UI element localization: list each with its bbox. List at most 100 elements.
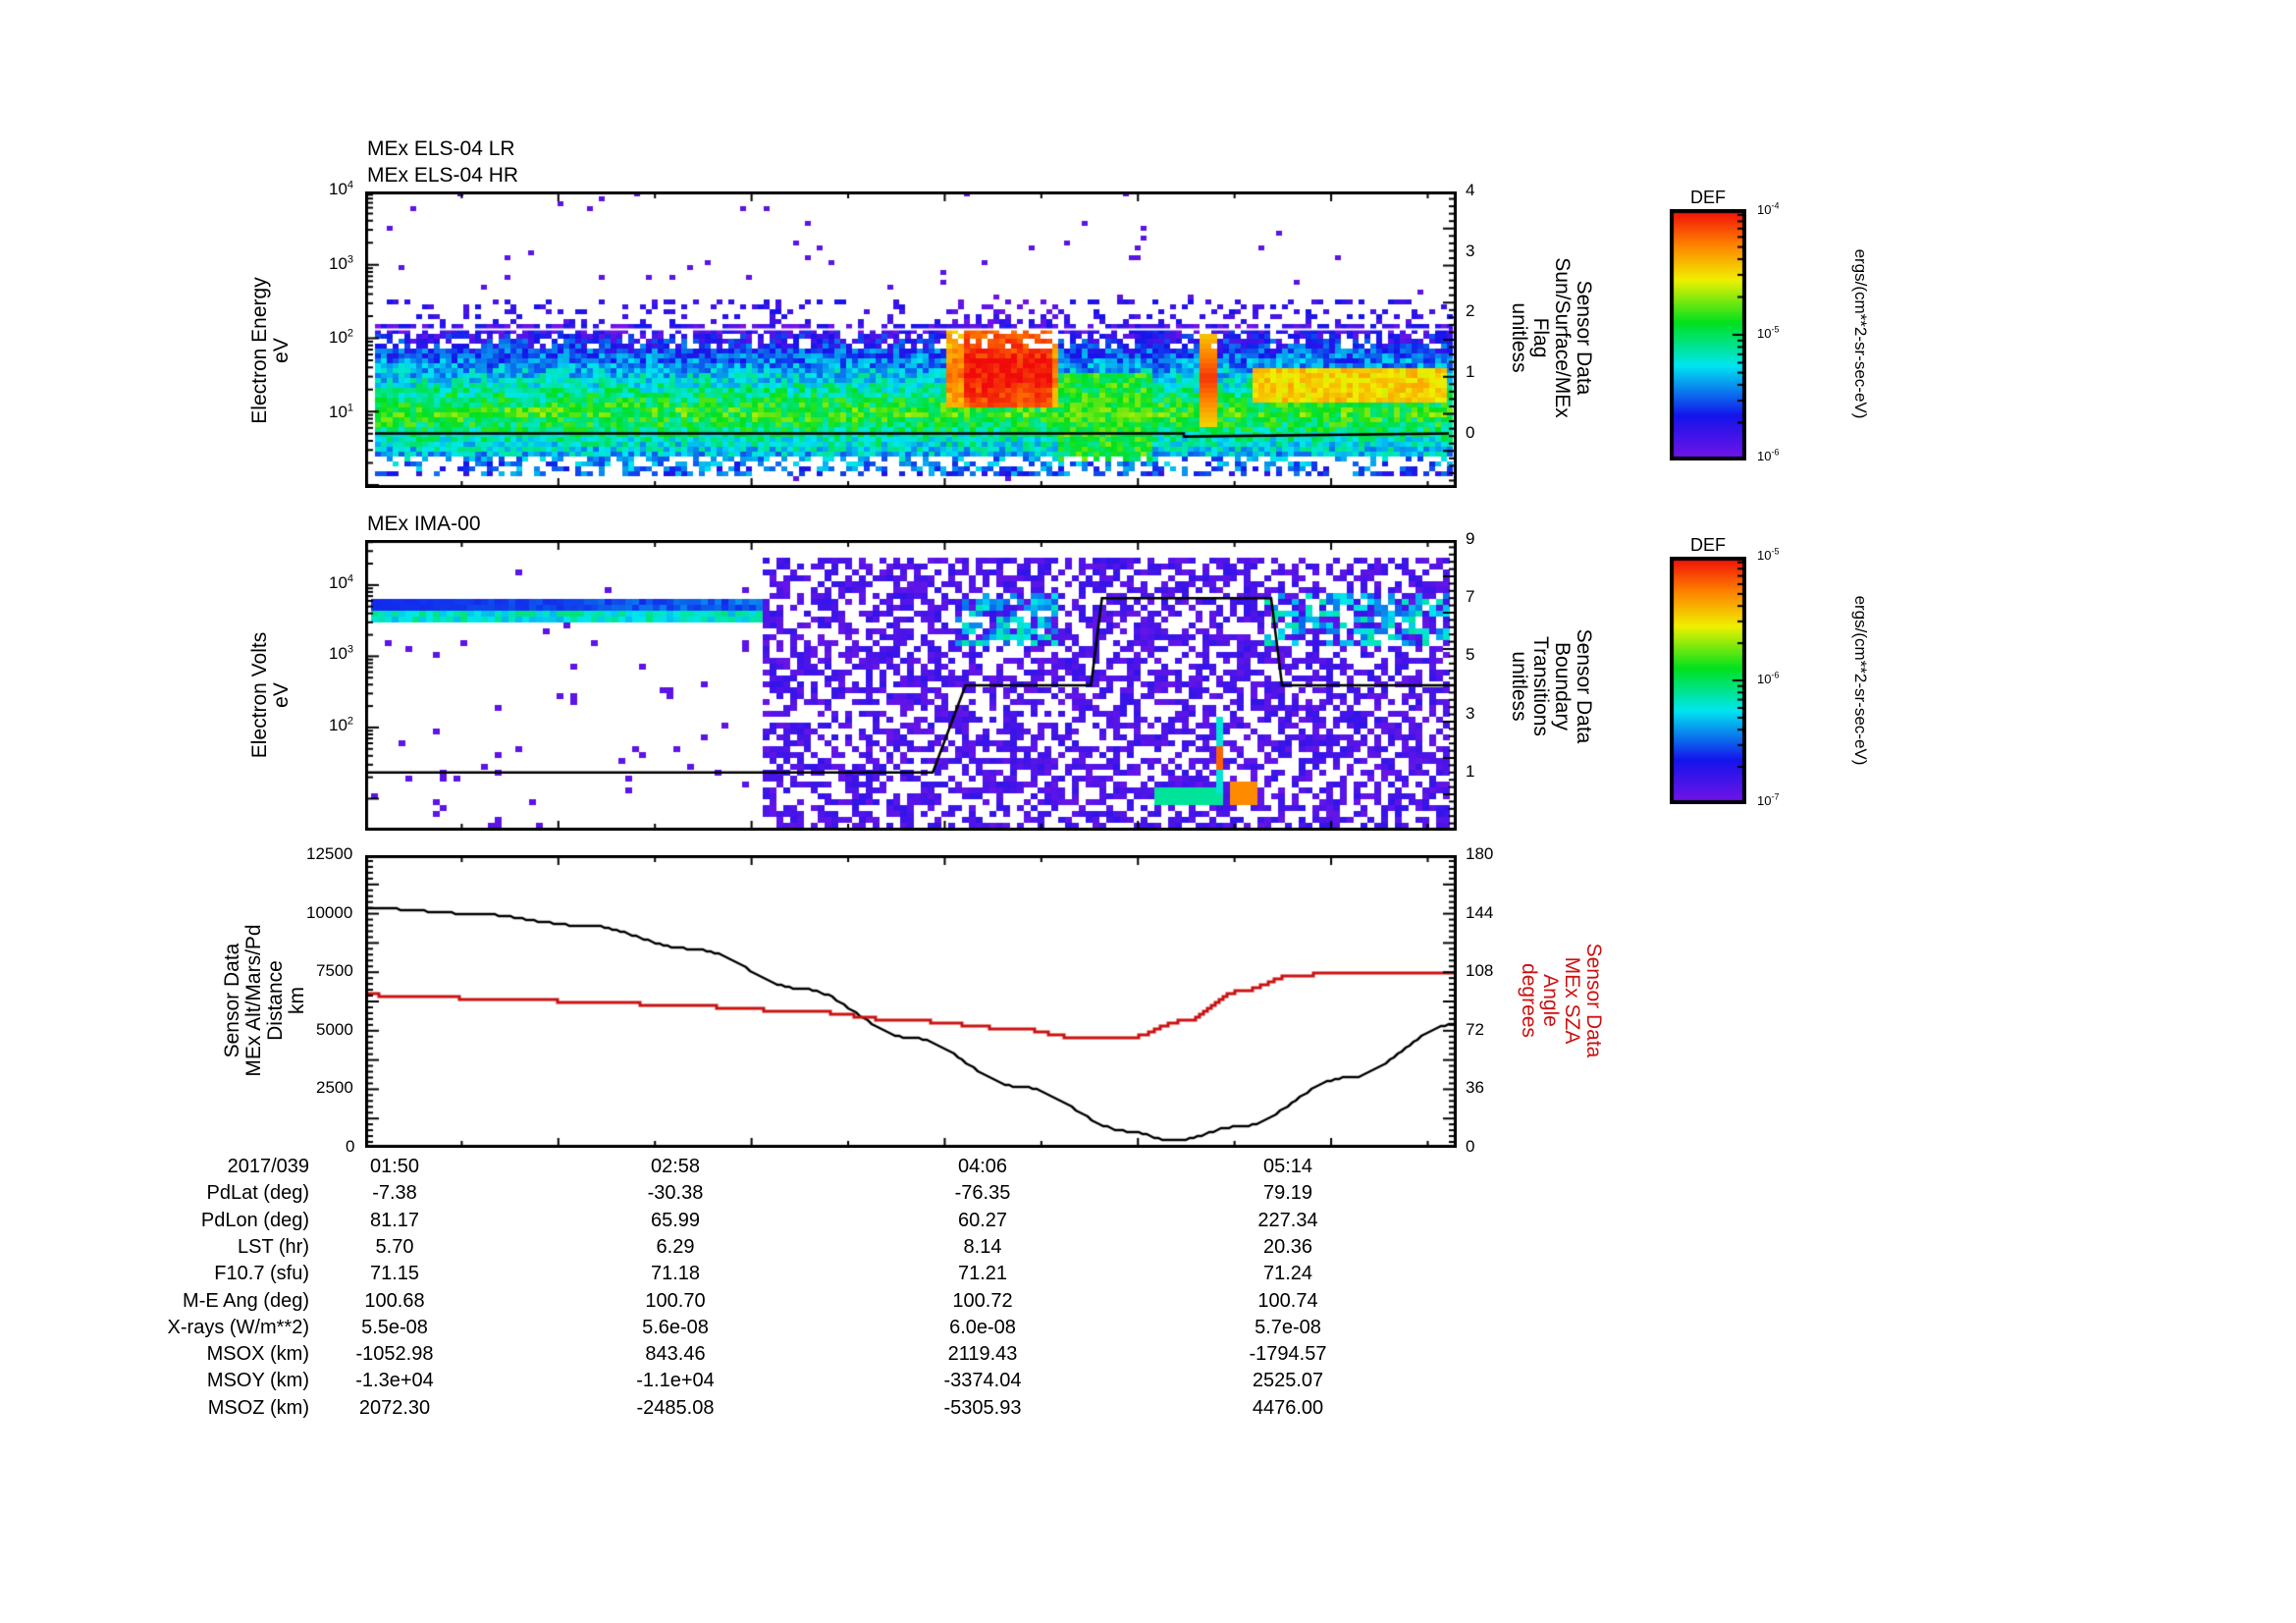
- colorbar-1-tick-top-exp: -4: [1771, 200, 1780, 211]
- els-y-tick: 104: [329, 179, 354, 198]
- colorbar-2-tick-mid: 10-6: [1757, 670, 1780, 686]
- orbit-right-tick: 180: [1466, 844, 1494, 863]
- els-right-tick: 0: [1466, 422, 1475, 442]
- ima-right-label-line: unitless: [1508, 651, 1530, 722]
- ephemeris-value: -1.1e+04: [636, 1370, 715, 1392]
- els-right-label-line: Flag: [1529, 317, 1552, 358]
- colorbar-2-tick-top: 10-5: [1757, 546, 1780, 563]
- ephemeris-value: -1794.57: [1249, 1343, 1327, 1366]
- orbit-y-tick: 10000: [306, 902, 353, 922]
- ima-right-label: Sensor Data Boundary Transitions unitles…: [1508, 588, 1595, 784]
- orbit-right-label: Sensor Data MEx SZA Angle degrees: [1518, 902, 1605, 1099]
- ima-y-tick: 102: [329, 715, 354, 734]
- orbit-right-tick: 36: [1466, 1078, 1484, 1098]
- colorbar-2-tick-bottom-exp: -7: [1771, 791, 1780, 802]
- ephemeris-value: -3374.04: [943, 1370, 1022, 1392]
- ima-right-label-line: Transitions: [1529, 636, 1552, 736]
- colorbar-2-title: DEF: [1690, 535, 1726, 555]
- ephemeris-value: 60.27: [957, 1209, 1008, 1231]
- els-y-tick: 102: [329, 327, 354, 347]
- ephemeris-row-label: F10.7 (sfu): [214, 1263, 309, 1285]
- ephemeris-row-label: PdLat (deg): [206, 1182, 309, 1205]
- els-title-lr: MEx ELS-04 LR: [367, 137, 515, 160]
- els-right-tick: 1: [1466, 361, 1475, 381]
- ephemeris-row-label: X-rays (W/m**2): [167, 1316, 309, 1338]
- ephemeris-row-label: 2017/039: [227, 1156, 309, 1177]
- els-spectrogram: [365, 191, 1457, 488]
- ephemeris-row-label: LST (hr): [238, 1235, 309, 1258]
- colorbar-1-tick-bottom: 10-6: [1757, 447, 1780, 463]
- els-right-label: Sensor Data Sun/Surface/MEx Flag unitles…: [1508, 230, 1595, 446]
- ephemeris-value: 20.36: [1262, 1235, 1313, 1258]
- ephemeris-value: -76.35: [954, 1182, 1011, 1205]
- ephemeris-value: 71.24: [1262, 1263, 1313, 1285]
- ephemeris-value: 2525.07: [1252, 1370, 1324, 1392]
- ima-title: MEx IMA-00: [367, 513, 481, 535]
- ephemeris-row-label: PdLon (deg): [200, 1209, 309, 1231]
- els-right-label-line: unitless: [1508, 302, 1530, 373]
- ephemeris-value: 5.7e-08: [1255, 1316, 1321, 1338]
- ephemeris-value: 100.74: [1257, 1289, 1318, 1312]
- orbit-right-label-line: degrees: [1518, 963, 1540, 1038]
- els-y-label-unit: eV: [270, 338, 293, 363]
- orbit-right-tick: 144: [1466, 902, 1494, 922]
- colorbar-1-tick-mid: 10-5: [1757, 324, 1780, 341]
- ephemeris-value: -1052.98: [355, 1343, 434, 1366]
- ima-right-tick: 9: [1466, 529, 1475, 548]
- ima-right-label-line: Sensor Data: [1573, 628, 1595, 744]
- colorbar-1-tick-mid-exp: -5: [1771, 324, 1780, 335]
- ephemeris-row-label: MSOX (km): [206, 1343, 309, 1366]
- ima-right-tick: 5: [1466, 645, 1475, 665]
- orbit-y-tick: 12500: [306, 844, 353, 863]
- ephemeris-value: 8.14: [963, 1235, 1002, 1258]
- ephemeris-value: 6.29: [656, 1235, 695, 1258]
- ephemeris-value: 2072.30: [358, 1396, 431, 1419]
- els-y-tick: 103: [329, 252, 354, 273]
- orbit-y-tick: 7500: [316, 961, 353, 981]
- orbit-line-plot: [365, 855, 1457, 1148]
- orbit-right-tick: 108: [1466, 961, 1494, 981]
- ephemeris-value: 2119.43: [947, 1343, 1018, 1366]
- colorbar-1: [1670, 209, 1746, 460]
- ephemeris-value: 227.34: [1257, 1209, 1318, 1231]
- colorbar-2-tick-top-exp: -5: [1771, 546, 1780, 557]
- ephemeris-value: -1.3e+04: [355, 1370, 434, 1392]
- ephemeris-row-label: M-E Ang (deg): [183, 1289, 309, 1312]
- orbit-y-label-line: MEx Alt/Mars/Pd: [242, 924, 265, 1077]
- ephemeris-value: 100.70: [645, 1289, 706, 1312]
- orbit-y-label: Sensor Data MEx Alt/Mars/Pd Distance km: [221, 873, 308, 1128]
- ima-spectrogram: [365, 540, 1457, 831]
- ephemeris-value: 71.15: [369, 1263, 420, 1285]
- orbit-right-tick: 0: [1466, 1137, 1475, 1156]
- orbit-y-label-line: km: [286, 987, 308, 1014]
- els-right-label-line: Sensor Data: [1573, 280, 1595, 396]
- colorbar-1-title: DEF: [1690, 188, 1726, 207]
- els-title-hr: MEx ELS-04 HR: [367, 164, 519, 187]
- ephemeris-value: 843.46: [645, 1343, 706, 1366]
- orbit-right-label-line: MEx SZA: [1561, 956, 1583, 1045]
- ephemeris-value: 65.99: [650, 1209, 701, 1231]
- colorbar-2: [1670, 557, 1746, 804]
- ephemeris-value: 5.6e-08: [642, 1316, 709, 1338]
- ephemeris-row-label: MSOZ (km): [207, 1396, 309, 1419]
- colorbar-2-units: ergs/(cm**2-sr-sec-eV): [1851, 595, 1870, 766]
- orbit-y-tick: 0: [346, 1137, 355, 1156]
- orbit-y-tick: 5000: [316, 1019, 353, 1039]
- ephemeris-value: -30.38: [647, 1182, 704, 1205]
- ima-y-tick: 103: [329, 643, 354, 664]
- ephemeris-time: 04:06: [957, 1156, 1008, 1177]
- els-y-label: Electron Energy eV: [248, 252, 293, 449]
- ima-right-tick: 1: [1466, 761, 1475, 781]
- colorbar-1-tick-bottom-exp: -6: [1771, 447, 1780, 458]
- colorbar-2-tick-bottom: 10-7: [1757, 791, 1780, 808]
- ephemeris-value: 71.21: [957, 1263, 1008, 1285]
- ephemeris-value: 100.68: [364, 1289, 425, 1312]
- ephemeris-time: 05:14: [1262, 1156, 1313, 1177]
- orbit-y-tick: 2500: [316, 1078, 353, 1098]
- ephemeris-value: 71.18: [650, 1263, 701, 1285]
- ephemeris-time: 02:58: [650, 1156, 701, 1177]
- els-right-tick: 2: [1466, 301, 1475, 321]
- ima-y-tick: 104: [329, 572, 354, 592]
- ephemeris-time: 01:50: [369, 1156, 420, 1177]
- ephemeris-value: 100.72: [952, 1289, 1013, 1312]
